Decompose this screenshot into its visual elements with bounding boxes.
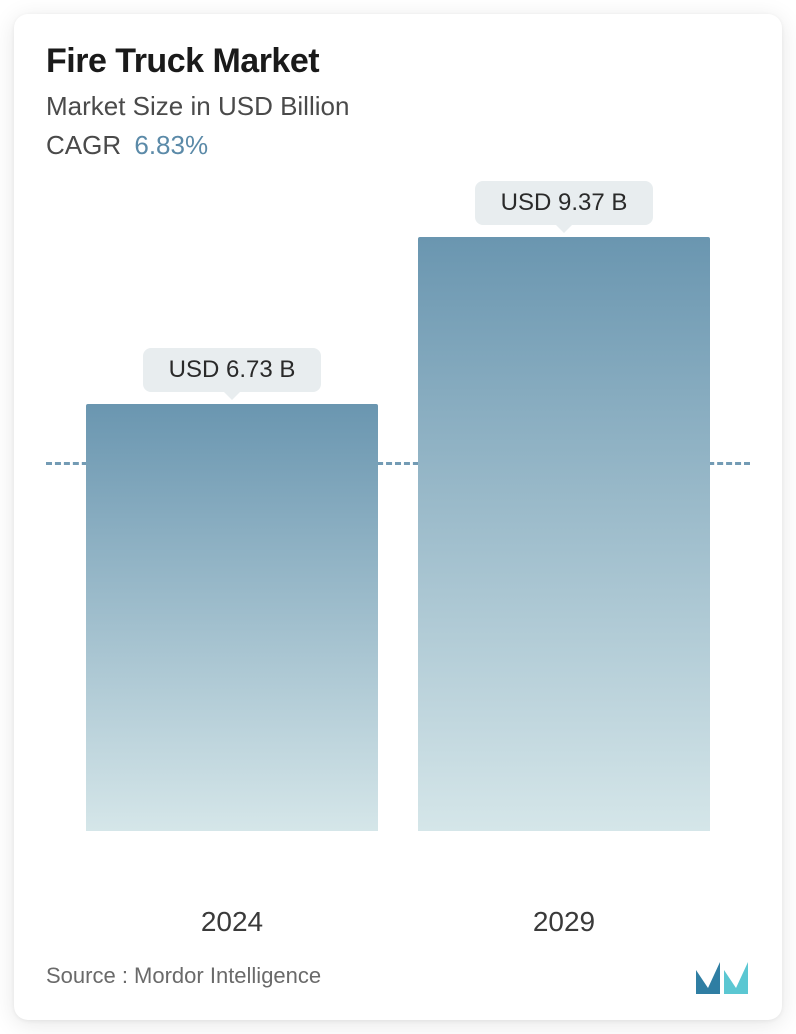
cagr-value: 6.83% [134, 130, 208, 160]
x-axis-label: 2024 [86, 906, 378, 938]
brand-logo-icon [694, 956, 750, 996]
cagr-label: CAGR [46, 130, 121, 160]
bar-group: USD 9.37 B [418, 181, 710, 831]
source-text: Source : Mordor Intelligence [46, 963, 321, 989]
bar [86, 404, 378, 831]
bars-container: USD 6.73 B USD 9.37 B [46, 181, 750, 831]
chart-plot-area: USD 6.73 B USD 9.37 B [46, 181, 750, 892]
x-axis-labels: 2024 2029 [46, 892, 750, 938]
bar-value-label: USD 9.37 B [475, 181, 654, 225]
bar-value-label: USD 6.73 B [143, 348, 322, 392]
chart-subtitle: Market Size in USD Billion [46, 91, 750, 122]
chart-card: Fire Truck Market Market Size in USD Bil… [14, 14, 782, 1020]
chart-footer: Source : Mordor Intelligence [46, 938, 750, 996]
x-axis-label: 2029 [418, 906, 710, 938]
chart-title: Fire Truck Market [46, 42, 750, 81]
bar-group: USD 6.73 B [86, 348, 378, 831]
bar [418, 237, 710, 831]
cagr-row: CAGR 6.83% [46, 130, 750, 161]
